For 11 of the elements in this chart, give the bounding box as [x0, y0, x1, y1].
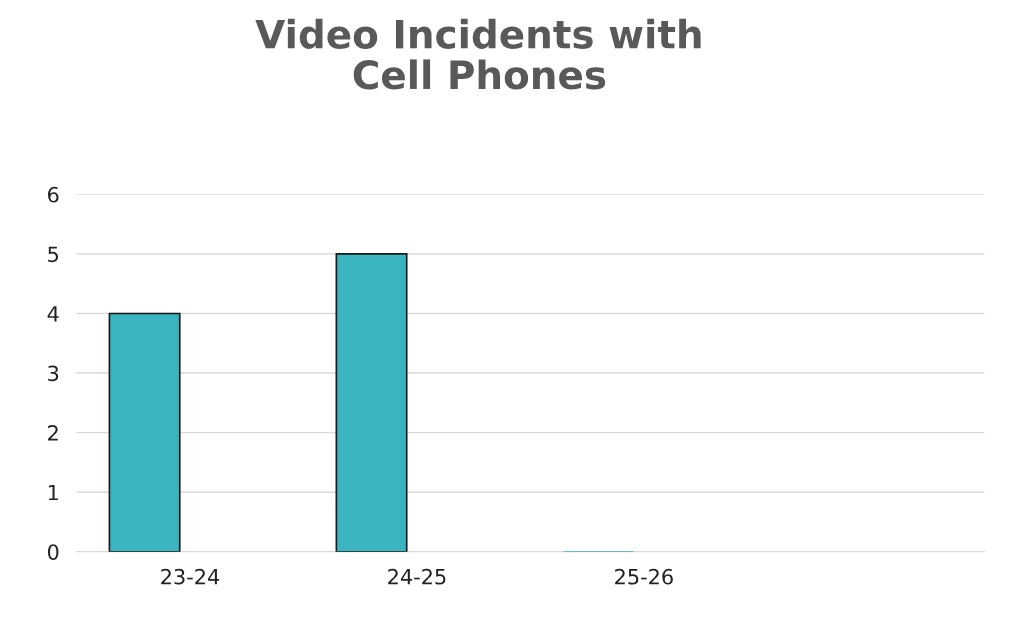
y-tick-label: 1 [48, 484, 58, 501]
y-tick-label: 2 [48, 425, 58, 441]
y-tick-label: 3 [48, 365, 59, 382]
y-tick-label: 6 [48, 186, 59, 203]
y-tick-label: 5 [48, 246, 59, 263]
y-tick-label: 4 [47, 306, 59, 322]
y-tick-label: 0 [47, 544, 59, 560]
x-tick-label: 25-26 [615, 568, 673, 585]
x-tick-label: 24-25 [388, 568, 446, 585]
x-tick-label: 23-24 [161, 568, 220, 585]
chart-title: Video Incidents with Cell Phones [255, 18, 701, 90]
